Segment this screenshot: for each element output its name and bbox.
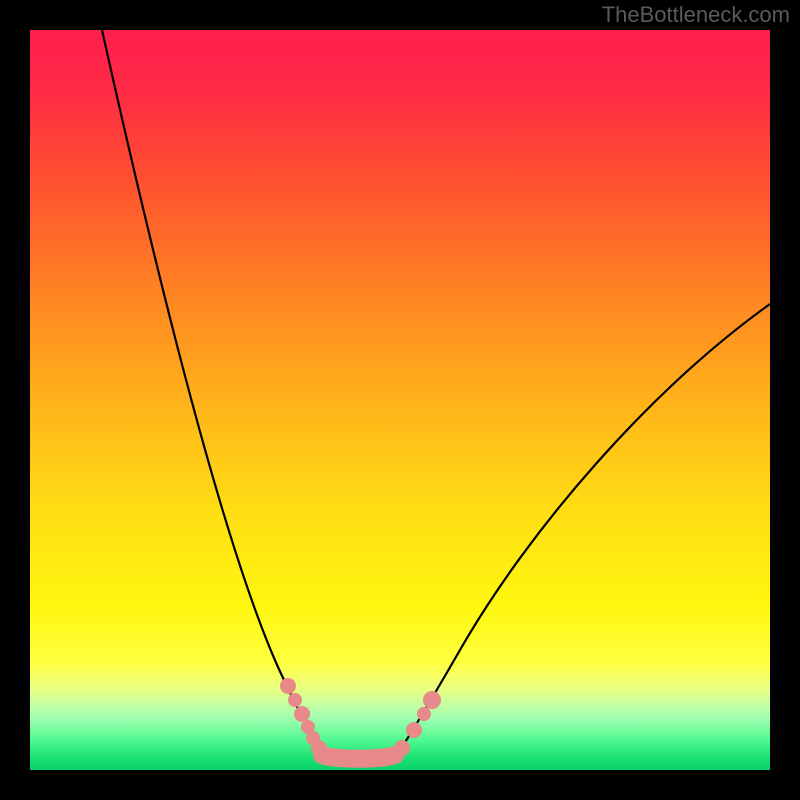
chart-svg	[30, 30, 770, 770]
watermark-text: TheBottleneck.com	[602, 2, 790, 28]
data-marker	[394, 740, 410, 756]
data-marker	[294, 706, 310, 722]
data-marker	[288, 693, 302, 707]
data-marker	[280, 678, 296, 694]
chart-container: TheBottleneck.com	[0, 0, 800, 800]
data-marker	[406, 722, 422, 738]
gradient-background	[30, 30, 770, 770]
data-marker	[311, 740, 327, 756]
data-marker	[423, 691, 441, 709]
plot-area	[30, 30, 770, 770]
marker-segment	[322, 755, 395, 759]
data-marker	[417, 707, 431, 721]
